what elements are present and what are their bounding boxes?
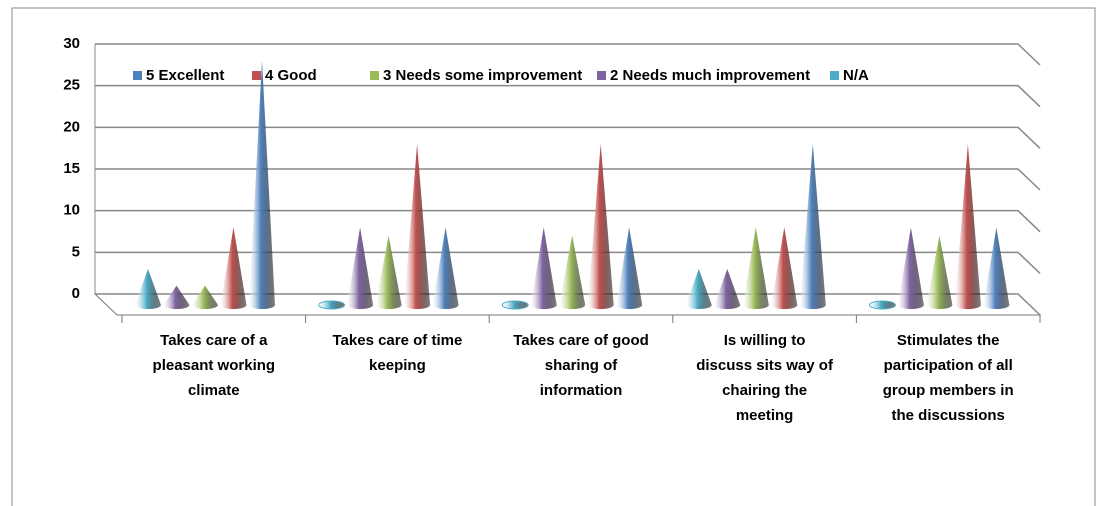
x-tick-label: Takes care of good: [513, 332, 649, 349]
cone: [559, 235, 586, 309]
cone: [530, 227, 557, 309]
cone: [897, 227, 924, 309]
cone: [135, 269, 161, 309]
cone: [954, 144, 981, 309]
x-tick-label: participation of all: [884, 357, 1013, 374]
y-tick-label: 25: [63, 77, 80, 94]
cone-flat: [868, 300, 896, 310]
cone: [742, 227, 769, 309]
legend-label: 2 Needs much improvement: [610, 67, 810, 84]
legend-swatch: [133, 71, 142, 80]
cone: [926, 235, 953, 309]
y-tick-label: 15: [63, 160, 80, 177]
legend-label: 3 Needs some improvement: [383, 67, 582, 84]
grid-line: [95, 84, 1041, 108]
cone: [404, 144, 431, 309]
y-tick-label: 5: [72, 243, 80, 260]
cone: [347, 227, 374, 309]
x-tick-label: meeting: [736, 407, 794, 424]
grid-line: [95, 168, 1041, 191]
cone: [714, 269, 741, 309]
cone: [432, 227, 459, 309]
x-tick-label: climate: [188, 382, 240, 399]
grid-line: [95, 251, 1041, 274]
x-tick-label: group members in: [883, 382, 1014, 399]
y-tick-label: 10: [63, 202, 80, 219]
cone: [249, 60, 275, 309]
cone: [375, 235, 402, 309]
legend-label: 5 Excellent: [146, 67, 224, 84]
chart-border: [11, 7, 1096, 506]
cone: [192, 285, 218, 309]
grid-line: [95, 293, 1041, 316]
grid-line: [95, 43, 1041, 66]
x-tick-label: chairing the: [722, 382, 807, 399]
legend-swatch: [252, 71, 261, 80]
cone: [983, 227, 1010, 309]
legend-swatch: [830, 71, 839, 80]
x-tick-label: the discussions: [892, 407, 1005, 424]
cone: [616, 227, 643, 309]
cone-flat: [318, 300, 346, 310]
cone: [685, 269, 712, 309]
legend-label: 4 Good: [265, 67, 317, 84]
cone: [587, 144, 614, 309]
cone-flat: [501, 300, 529, 310]
grid-line: [95, 209, 1041, 233]
cone: [799, 144, 826, 309]
legend-swatch: [597, 71, 606, 80]
y-tick-label: 30: [63, 35, 80, 52]
x-tick-label: Takes care of time: [333, 332, 463, 349]
x-tick-label: Stimulates the: [897, 332, 1000, 349]
x-tick-label: discuss sits way of: [696, 357, 834, 374]
x-tick-label: Takes care of a: [160, 332, 268, 349]
x-tick-label: sharing of: [545, 357, 619, 374]
x-tick-label: Is willing to: [724, 332, 806, 349]
x-tick-label: keeping: [369, 357, 426, 374]
grid-line: [95, 126, 1041, 149]
y-tick-label: 0: [72, 285, 80, 302]
cone: [163, 285, 190, 309]
x-tick-label: information: [540, 382, 623, 399]
cone: [220, 227, 247, 309]
x-tick-label: pleasant working: [153, 357, 276, 374]
cone: [771, 227, 798, 309]
legend-swatch: [370, 71, 379, 80]
legend-label: N/A: [843, 67, 869, 84]
y-tick-label: 20: [63, 118, 80, 135]
